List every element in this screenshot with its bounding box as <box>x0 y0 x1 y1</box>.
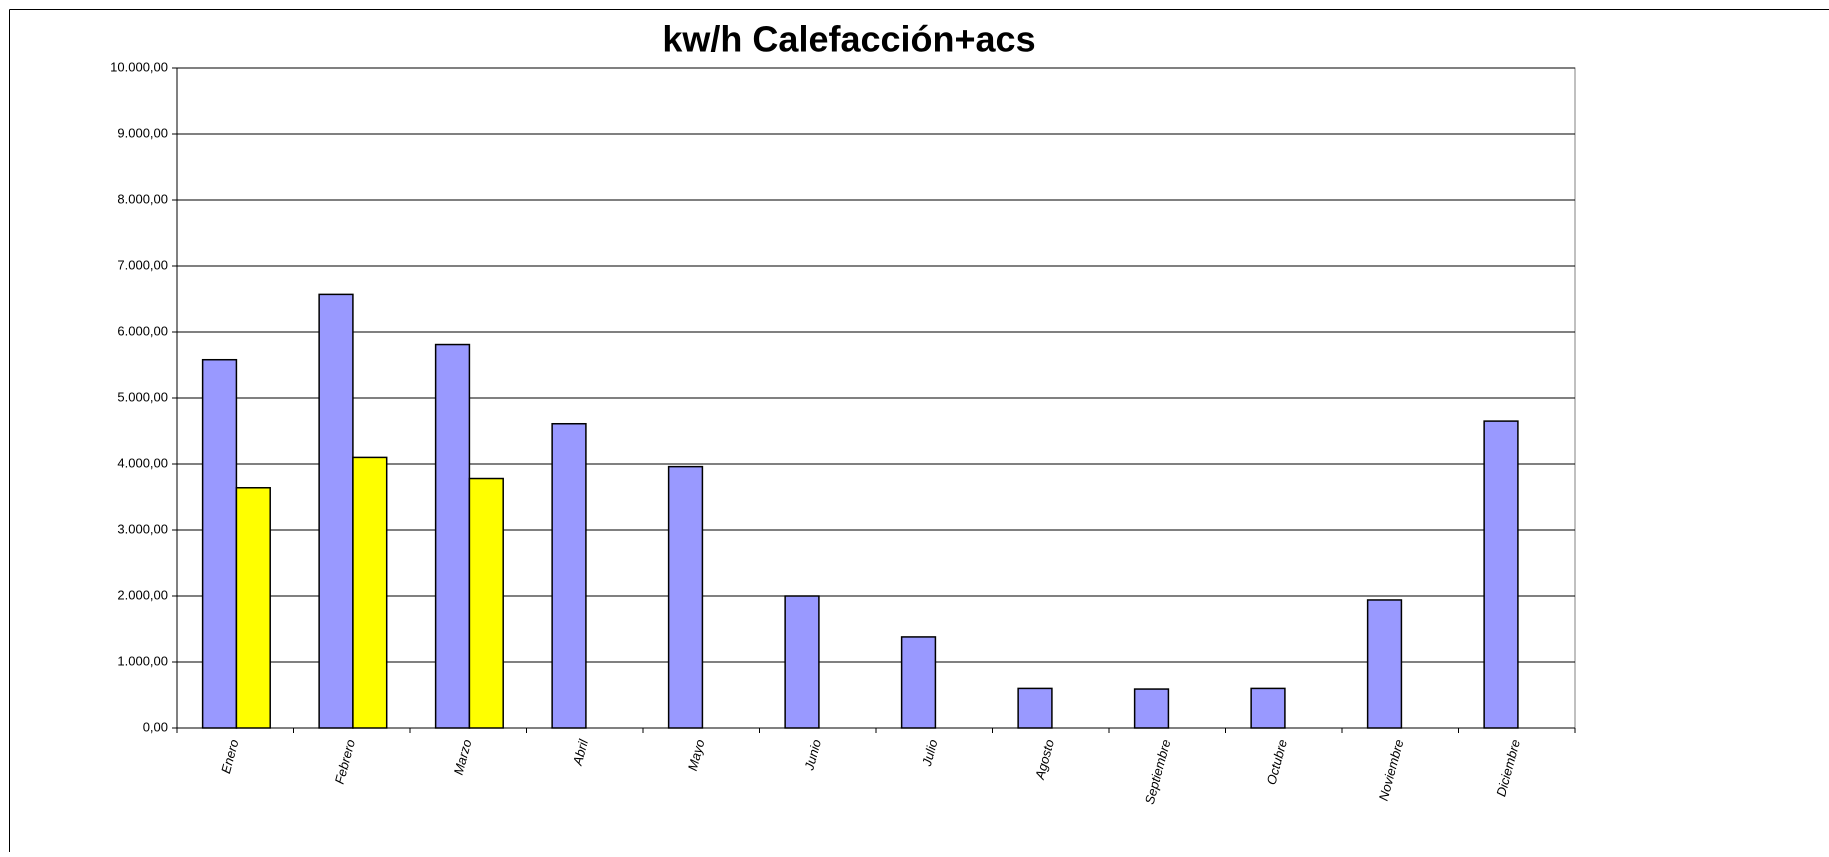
y-tick-label: 5.000,00 <box>117 389 168 404</box>
x-tick-label: Abril <box>569 737 591 768</box>
bar <box>1366 599 1403 729</box>
bar <box>900 636 937 729</box>
x-tick-label: Agosto <box>1032 738 1057 782</box>
bar <box>667 465 704 729</box>
y-tick-label: 3.000,00 <box>117 521 168 536</box>
y-tick-label: 0,00 <box>143 719 168 734</box>
bar <box>201 358 238 729</box>
chart-title: kw/h Calefacción+acs <box>662 19 1035 60</box>
bar <box>1017 687 1053 729</box>
y-tick-label: 2.000,00 <box>117 587 168 602</box>
y-tick-label: 7.000,00 <box>117 257 168 272</box>
bar <box>434 343 471 729</box>
bar <box>318 293 354 729</box>
x-tick-label: Diciembre <box>1493 738 1523 798</box>
bar <box>784 595 820 729</box>
bar <box>1250 687 1286 729</box>
x-tick-label: Octubre <box>1264 738 1290 787</box>
y-tick-label: 9.000,00 <box>117 125 168 140</box>
x-tick-label: Febrero <box>332 738 358 786</box>
bar <box>352 456 388 729</box>
y-tick-label: 6.000,00 <box>117 323 168 338</box>
bar <box>1483 420 1519 729</box>
x-tick-label: Junio <box>801 738 824 773</box>
y-tick-label: 1.000,00 <box>117 653 168 668</box>
x-tick-label: Julio <box>919 738 941 769</box>
x-tick-label: Noviembre <box>1376 738 1407 803</box>
bar <box>1133 688 1170 729</box>
x-tick-label: Septiembre <box>1142 738 1174 806</box>
x-tick-label: Enero <box>218 738 241 775</box>
x-tick-label: Marzo <box>451 738 475 777</box>
y-tick-label: 4.000,00 <box>117 455 168 470</box>
y-tick-label: 10.000,00 <box>110 59 168 74</box>
y-tick-label: 8.000,00 <box>117 191 168 206</box>
bar <box>468 477 504 729</box>
bar <box>551 422 587 729</box>
bar <box>235 487 271 729</box>
x-tick-label: Mayo <box>685 738 708 773</box>
